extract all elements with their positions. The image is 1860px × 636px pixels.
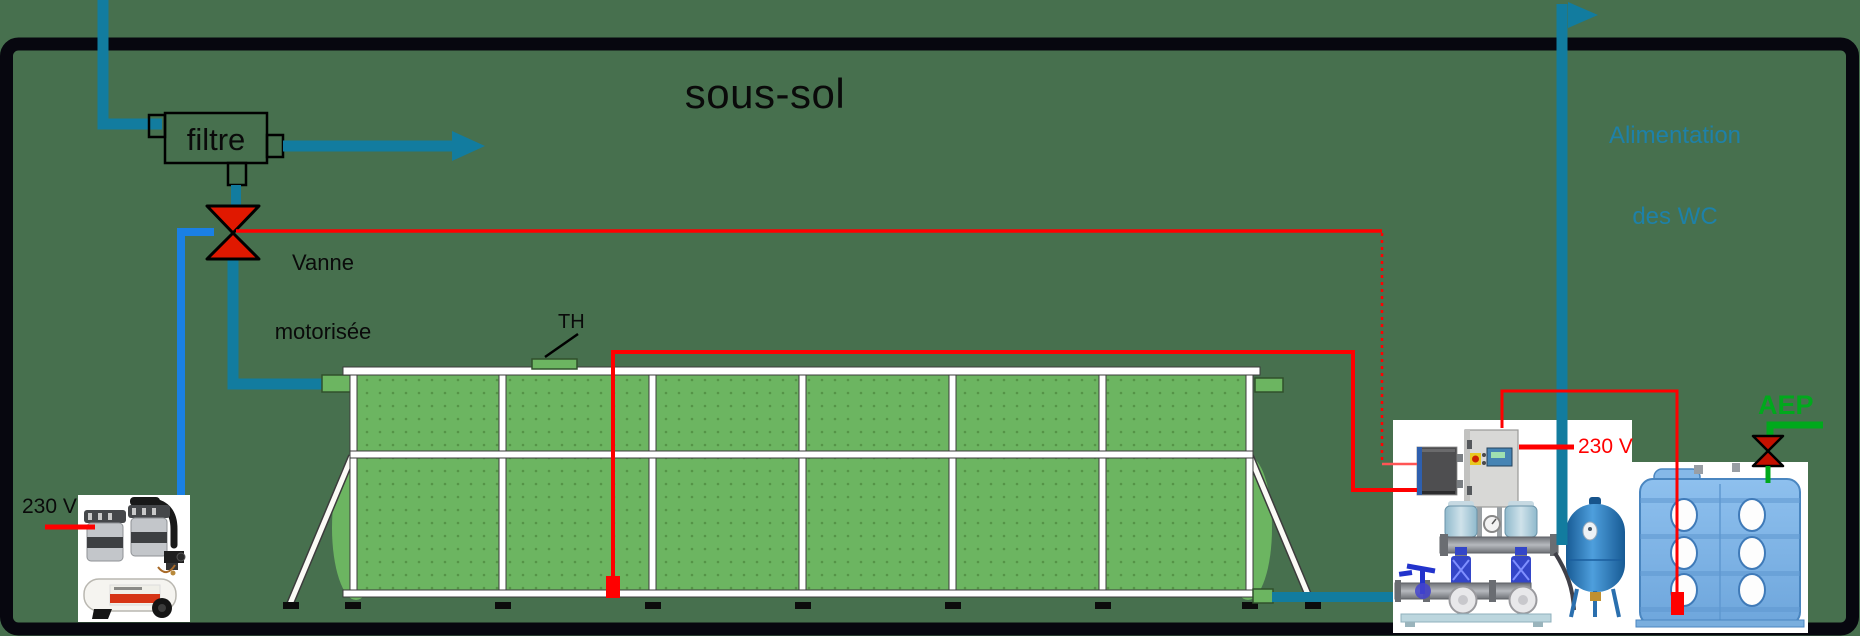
tank-top-connector [1254, 377, 1284, 393]
blue-tank-level-sensor [1671, 592, 1684, 615]
wc-label-line2: des WC [1632, 203, 1718, 230]
valve-label-line1: Vanne [292, 250, 354, 275]
inlet-valve [1398, 563, 1436, 599]
motorized-valve-icon [205, 204, 261, 261]
compressed-air-pipe [177, 228, 214, 552]
th-probe-label: TH [558, 311, 585, 333]
wc-pipe-arrow [1568, 2, 1598, 28]
electric-wires [45, 229, 1679, 592]
th-probe [531, 332, 579, 370]
filter-label: filtre [186, 122, 246, 157]
tank-level-sensor [606, 576, 620, 598]
pump-voltage-label: 230 V [1578, 435, 1633, 458]
tank-outlet-connector [1252, 588, 1274, 604]
potable-water-tank-photo [1632, 462, 1808, 633]
motorized-valve-label: Vanne motorisée [258, 205, 388, 366]
flexible-water-tank [283, 366, 1321, 609]
valve-label-line2: motorisée [274, 319, 372, 344]
aep-feed [1751, 421, 1823, 483]
aep-valve-icon [1751, 434, 1785, 453]
inlet-pipe [97, 0, 162, 130]
vfd-box [1416, 446, 1463, 496]
tank-feed-pipe [227, 250, 323, 390]
wc-label-line1: Alimentation [1608, 122, 1742, 149]
aep-label: AEP [1758, 390, 1814, 420]
frame-feet [283, 602, 1321, 609]
page-title: sous-sol [684, 70, 846, 117]
compressor-cylinders [84, 505, 170, 562]
pump-base-frame [1400, 613, 1552, 623]
filter-outlet-arrow [283, 131, 485, 161]
pump-bodies [1451, 547, 1531, 586]
basement-wall [0, 37, 1859, 636]
blue-tank-level-wire [1500, 389, 1679, 592]
pressure-vessel [1566, 497, 1625, 618]
control-cabinet [1464, 429, 1519, 537]
air-compressor-photo [78, 495, 190, 622]
wc-supply-label: Alimentation des WC [1580, 68, 1770, 257]
compressor-voltage-label: 230 V [22, 495, 77, 518]
tank-level-wire [611, 350, 1417, 576]
wc-supply-pipe [1556, 2, 1598, 545]
tank-inlet-connector [321, 374, 353, 393]
